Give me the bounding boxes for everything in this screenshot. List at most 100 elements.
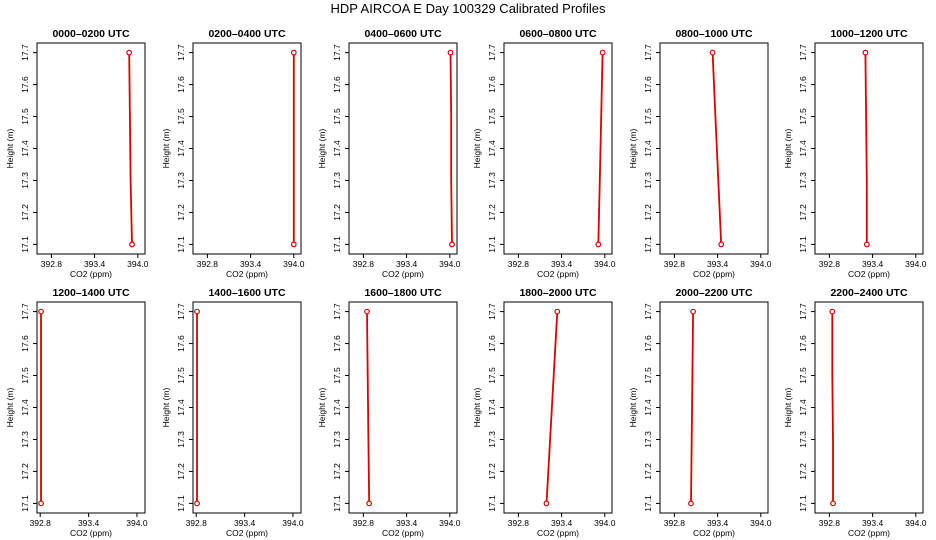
x-axis-label: CO2 (ppm) bbox=[693, 269, 735, 279]
y-tick-label: 17.4 bbox=[487, 399, 497, 416]
panel-title: 1200–1400 UTC bbox=[52, 287, 129, 299]
y-tick-label: 17.1 bbox=[487, 495, 497, 512]
y-tick-label: 17.5 bbox=[176, 108, 186, 125]
data-point-marker bbox=[554, 308, 561, 315]
x-axis-label: CO2 (ppm) bbox=[693, 528, 735, 538]
y-tick-label: 17.3 bbox=[798, 431, 808, 448]
y-tick-label: 17.5 bbox=[176, 367, 186, 384]
panel-title: 1800–2000 UTC bbox=[519, 287, 596, 299]
y-tick-label: 17.3 bbox=[176, 172, 186, 189]
y-tick-label: 17.2 bbox=[798, 204, 808, 221]
profile-line bbox=[449, 52, 453, 245]
panel-3: 0400–0600 UTC 392.8 393.4 394.0 CO2 (ppm) 17.… bbox=[317, 28, 461, 279]
x-tick-label: 393.4 bbox=[707, 518, 729, 528]
y-tick-label: 17.1 bbox=[332, 495, 342, 512]
x-tick-label: 393.4 bbox=[551, 259, 573, 269]
x-tick-label: 394.0 bbox=[750, 259, 772, 269]
x-tick-label: 393.4 bbox=[84, 259, 106, 269]
plot-frame bbox=[192, 301, 302, 514]
y-tick-label: 17.5 bbox=[20, 108, 30, 125]
y-tick-label: 17.6 bbox=[332, 76, 342, 93]
x-axis-label: CO2 (ppm) bbox=[226, 269, 268, 279]
y-tick-label: 17.1 bbox=[20, 236, 30, 253]
x-tick-label: 394.0 bbox=[439, 518, 461, 528]
profile-line bbox=[690, 311, 694, 504]
panel-title: 0200–0400 UTC bbox=[208, 28, 285, 40]
y-tick-label: 17.2 bbox=[798, 463, 808, 480]
x-tick-label: 392.8 bbox=[819, 259, 841, 269]
y-axis-label: Height (m) bbox=[161, 129, 171, 169]
x-tick-label: 394.0 bbox=[439, 259, 461, 269]
y-tick-label: 17.4 bbox=[643, 399, 653, 416]
y-tick-label: 17.5 bbox=[798, 108, 808, 125]
panel-9: 1600–1800 UTC 392.8 393.4 394.0 CO2 (ppm) 17.… bbox=[317, 287, 461, 538]
x-tick-label: 393.4 bbox=[240, 259, 262, 269]
data-point-marker bbox=[862, 49, 869, 56]
y-tick-label: 17.6 bbox=[20, 76, 30, 93]
x-tick-label: 392.8 bbox=[197, 259, 219, 269]
profile-line bbox=[128, 52, 133, 245]
x-tick-label: 394.0 bbox=[282, 518, 304, 528]
y-tick-label: 17.1 bbox=[798, 495, 808, 512]
data-point-marker bbox=[126, 49, 133, 56]
x-tick-label: 393.4 bbox=[862, 518, 884, 528]
x-axis-label: CO2 (ppm) bbox=[848, 528, 890, 538]
y-tick-label: 17.5 bbox=[798, 367, 808, 384]
y-tick-label: 17.3 bbox=[643, 172, 653, 189]
x-axis-label: CO2 (ppm) bbox=[848, 269, 890, 279]
x-tick-label: 394.0 bbox=[905, 518, 927, 528]
x-tick-label: 392.8 bbox=[508, 518, 530, 528]
y-tick-label: 17.7 bbox=[643, 303, 653, 320]
y-tick-label: 17.5 bbox=[643, 108, 653, 125]
y-axis-label: Height (m) bbox=[317, 129, 327, 169]
panel-title: 1600–1800 UTC bbox=[364, 287, 441, 299]
y-tick-label: 17.3 bbox=[332, 172, 342, 189]
y-tick-label: 17.5 bbox=[332, 367, 342, 384]
panel-title: 0400–0600 UTC bbox=[364, 28, 441, 40]
y-tick-label: 17.3 bbox=[643, 431, 653, 448]
data-point-marker bbox=[290, 241, 297, 248]
data-point-marker bbox=[364, 308, 370, 315]
plot-frame bbox=[348, 301, 458, 514]
data-point-marker bbox=[38, 500, 44, 507]
y-tick-label: 17.7 bbox=[798, 44, 808, 61]
y-tick-label: 17.7 bbox=[487, 44, 497, 61]
y-axis-label: Height (m) bbox=[783, 388, 793, 428]
plot-frame bbox=[814, 42, 924, 255]
plot-frame bbox=[659, 301, 769, 514]
x-tick-label: 392.8 bbox=[186, 518, 208, 528]
y-tick-label: 17.6 bbox=[798, 335, 808, 352]
x-tick-label: 394.0 bbox=[283, 259, 305, 269]
data-point-marker bbox=[129, 241, 135, 248]
y-axis-label: Height (m) bbox=[628, 388, 638, 428]
y-tick-label: 17.3 bbox=[487, 431, 497, 448]
panel-title: 1000–1200 UTC bbox=[830, 28, 907, 40]
y-tick-label: 17.6 bbox=[643, 335, 653, 352]
y-tick-label: 17.4 bbox=[487, 140, 497, 157]
y-tick-label: 17.6 bbox=[332, 335, 342, 352]
x-tick-label: 392.8 bbox=[353, 259, 375, 269]
plot-frame bbox=[503, 42, 613, 255]
panel-title: 0000–0200 UTC bbox=[52, 28, 129, 40]
x-axis-label: CO2 (ppm) bbox=[70, 528, 112, 538]
plot-frame bbox=[814, 301, 924, 514]
x-tick-label: 392.8 bbox=[508, 259, 530, 269]
y-tick-label: 17.7 bbox=[643, 44, 653, 61]
data-point-marker bbox=[690, 308, 697, 315]
x-tick-label: 393.4 bbox=[234, 518, 256, 528]
x-axis-label: CO2 (ppm) bbox=[382, 528, 424, 538]
y-axis-label: Height (m) bbox=[783, 129, 793, 169]
y-tick-label: 17.4 bbox=[20, 399, 30, 416]
data-point-marker bbox=[449, 241, 455, 248]
y-tick-label: 17.7 bbox=[176, 44, 186, 61]
profile-line bbox=[864, 52, 868, 245]
y-tick-label: 17.5 bbox=[487, 367, 497, 384]
y-tick-label: 17.4 bbox=[332, 140, 342, 157]
y-tick-label: 17.1 bbox=[643, 495, 653, 512]
figure-title: HDP AIRCOA E Day 100329 Calibrated Profi… bbox=[330, 1, 606, 16]
plot-frame bbox=[36, 301, 146, 514]
x-tick-label: 392.8 bbox=[30, 518, 52, 528]
x-tick-label: 394.0 bbox=[594, 518, 616, 528]
panel-2: 0200–0400 UTC 392.8 393.4 394.0 CO2 (ppm) 17.… bbox=[161, 28, 305, 279]
